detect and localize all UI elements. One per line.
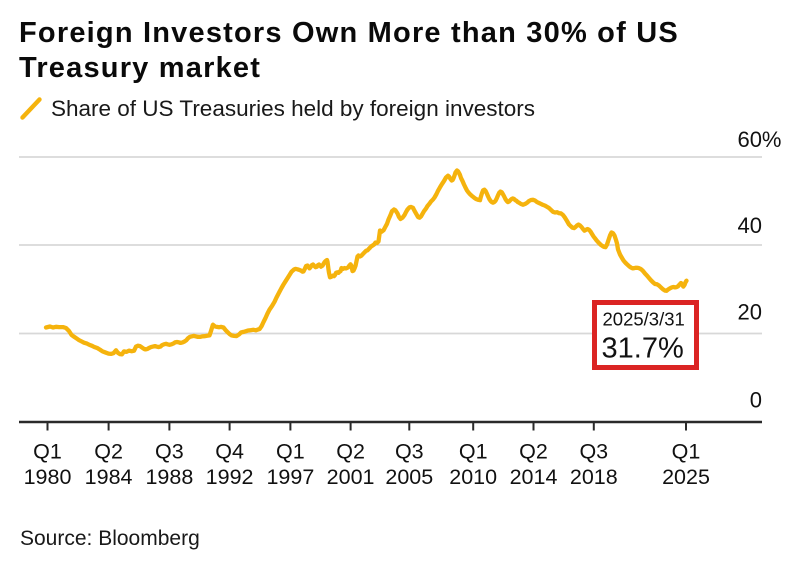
svg-text:1980: 1980: [24, 465, 72, 489]
svg-text:Treasury market: Treasury market: [19, 52, 261, 84]
svg-text:0: 0: [750, 388, 762, 413]
svg-text:1992: 1992: [206, 465, 254, 489]
svg-text:2010: 2010: [449, 465, 497, 489]
svg-text:2025/3/31: 2025/3/31: [603, 309, 685, 330]
svg-text:2018: 2018: [570, 465, 618, 489]
svg-text:Q1: Q1: [672, 440, 701, 464]
svg-text:Q1: Q1: [459, 440, 488, 464]
svg-text:40: 40: [738, 213, 762, 238]
svg-text:2025: 2025: [662, 465, 710, 489]
svg-text:1988: 1988: [145, 465, 193, 489]
svg-text:1997: 1997: [266, 465, 314, 489]
svg-text:Q1: Q1: [276, 440, 305, 464]
svg-text:Foreign Investors Own More tha: Foreign Investors Own More than 30% of U…: [19, 17, 679, 49]
svg-text:60%: 60%: [737, 127, 781, 152]
svg-text:Q3: Q3: [395, 440, 424, 464]
svg-text:Q4: Q4: [215, 440, 244, 464]
svg-text:Share of US Treasuries held by: Share of US Treasuries held by foreign i…: [51, 96, 535, 121]
svg-text:Q3: Q3: [579, 440, 608, 464]
svg-text:Q2: Q2: [94, 440, 123, 464]
svg-text:2014: 2014: [510, 465, 558, 489]
svg-text:20: 20: [738, 300, 762, 325]
svg-text:2005: 2005: [385, 465, 433, 489]
svg-text:Q2: Q2: [519, 440, 548, 464]
svg-text:2001: 2001: [327, 465, 375, 489]
svg-text:Source: Bloomberg: Source: Bloomberg: [20, 527, 200, 550]
svg-text:Q1: Q1: [33, 440, 62, 464]
svg-text:31.7%: 31.7%: [602, 333, 684, 365]
svg-text:1984: 1984: [85, 465, 133, 489]
svg-text:Q3: Q3: [155, 440, 184, 464]
svg-text:Q2: Q2: [336, 440, 365, 464]
